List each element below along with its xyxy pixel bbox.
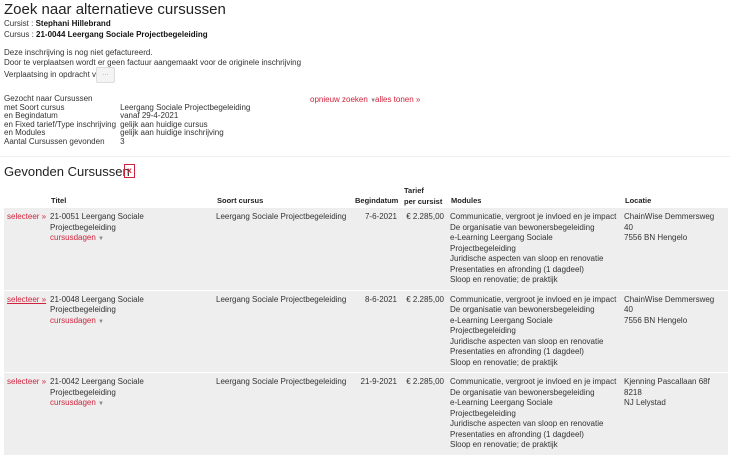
cursist-label: Cursist :	[4, 19, 34, 28]
col-locatie: Locatie	[625, 196, 652, 205]
col-titel: Titel	[51, 196, 67, 205]
caret-down-icon: ▼	[98, 236, 104, 242]
summary-key: en Fixed tarief/Type inschrijving	[4, 119, 117, 129]
col-tarief-line1: Tarief	[404, 186, 424, 195]
col-soort: Soort cursus	[217, 196, 264, 205]
cursusdagen-label: cursusdagen	[50, 398, 96, 407]
cursusdagen-toggle[interactable]: cursusdagen ▼	[50, 398, 210, 410]
cursist-name: Stephani Hillebrand	[35, 19, 111, 28]
modules-cell: Communicatie, vergroot je invloed en je …	[447, 208, 621, 290]
soort-cell: Leergang Sociale Projectbegeleiding	[213, 373, 350, 455]
caret-down-icon: ▼	[98, 401, 104, 407]
summary-key: en Begindatum	[4, 111, 58, 121]
selecteer-link[interactable]: selecteer »	[4, 373, 47, 455]
summary-value: gelijk aan huidige cursus	[120, 119, 208, 129]
caret-down-icon: ▼	[98, 318, 104, 325]
col-tarief-line2: per cursist	[404, 197, 443, 206]
col-modules: Modules	[451, 196, 482, 205]
cursist-line: Cursist : Stephani Hillebrand	[4, 19, 111, 28]
begindatum-cell: 21-9-2021	[350, 373, 400, 455]
locatie-cell: ChainWise Demmersweg 40 7556 BN Hengelo	[621, 208, 728, 290]
begindatum-cell: 7-6-2021	[350, 208, 400, 290]
cursusdagen-label: cursusdagen	[50, 233, 96, 242]
results-table: selecteer » 21-0051 Leergang Sociale Pro…	[4, 207, 728, 456]
table-row: selecteer » 21-0051 Leergang Sociale Pro…	[4, 208, 728, 290]
modules-cell: Communicatie, vergroot je invloed en je …	[447, 373, 621, 455]
col-begindatum: Begindatum	[355, 196, 399, 205]
summary-value: 3	[120, 136, 125, 146]
opdracht-label: Verplaatsing in opdracht van:	[4, 70, 108, 79]
alles-tonen-link[interactable]: alles tonen »	[375, 95, 421, 104]
tarief-cell: € 2.285,00	[400, 208, 447, 290]
summary-key: Gezocht naar Cursussen	[4, 94, 93, 103]
tarief-cell: € 2.285,00	[400, 373, 447, 455]
begindatum-cell: 8-6-2021	[350, 290, 400, 372]
table-row: selecteer » 21-0048 Leergang Sociale Pro…	[4, 290, 728, 372]
summary-key: met Soort cursus	[4, 102, 65, 112]
cursusdagen-toggle[interactable]: cursusdagen ▼	[50, 316, 210, 328]
excel-export-icon[interactable]: x	[124, 164, 135, 178]
locatie-cell: ChainWise Demmersweg 40 7556 BN Hengelo	[621, 290, 728, 372]
titel-cell: 21-0048 Leergang Sociale Projectbegeleid…	[47, 290, 213, 372]
notice-invoiced: Deze inschrijving is nog niet gefacturee…	[4, 48, 153, 57]
divider	[0, 156, 730, 157]
col-tarief: Tarief per cursist	[404, 186, 442, 206]
summary-row: en Modules gelijk aan huidige inschrijvin…	[4, 129, 254, 138]
cursus-line: Cursus : 21-0044 Leergang Sociale Projec…	[4, 30, 208, 39]
locatie-cell: Kjenning Pascallaan 68f 8218 NJ Lelystad	[621, 373, 728, 455]
titel: 21-0051 Leergang Sociale Projectbegeleid…	[50, 212, 144, 232]
opnieuw-zoeken-label: opnieuw zoeken	[310, 95, 368, 104]
titel: 21-0042 Leergang Sociale Projectbegeleid…	[50, 377, 144, 397]
tarief-cell: € 2.285,00	[400, 290, 447, 372]
results-heading: Gevonden Cursussen	[4, 164, 130, 179]
selecteer-link[interactable]: selecteer »	[4, 208, 47, 290]
cursusdagen-toggle[interactable]: cursusdagen ▼	[50, 233, 210, 245]
cursusdagen-label: cursusdagen	[50, 315, 96, 325]
opdracht-select-button[interactable]: ...	[96, 67, 115, 83]
summary-row: Aantal Cursussen gevonden 3	[4, 136, 254, 147]
summary-key: Aantal Cursussen gevonden	[4, 136, 105, 146]
search-summary: Gezocht naar Cursussen met Soort cursus Le…	[4, 94, 254, 147]
cursus-label: Cursus :	[4, 30, 34, 39]
notice-move: Door te verplaatsen wordt er geen factuu…	[4, 58, 302, 67]
titel-cell: 21-0042 Leergang Sociale Projectbegeleid…	[47, 373, 213, 455]
summary-key: en Modules	[4, 128, 46, 138]
page-title: Zoek naar alternatieve cursussen	[4, 1, 226, 18]
summary-row: en Fixed tarief/Type inschrijving gelijk …	[4, 119, 254, 130]
opnieuw-zoeken-link[interactable]: opnieuw zoeken ▼	[310, 95, 376, 104]
summary-value: Leergang Sociale Projectbegeleiding	[120, 102, 251, 112]
selecteer-link[interactable]: selecteer »	[4, 290, 47, 372]
summary-row: en Begindatum vanaf 29-4-2021	[4, 112, 254, 121]
cursus-name: 21-0044 Leergang Sociale Projectbegeleid…	[36, 30, 208, 39]
summary-row: met Soort cursus Leergang Sociale Project…	[4, 102, 254, 113]
titel-cell: 21-0051 Leergang Sociale Projectbegeleid…	[47, 208, 213, 290]
soort-cell: Leergang Sociale Projectbegeleiding	[213, 290, 350, 372]
summary-row: Gezocht naar Cursussen	[4, 94, 254, 104]
caret-down-icon: ▼	[370, 98, 377, 104]
summary-value: vanaf 29-4-2021	[120, 111, 179, 121]
soort-cell: Leergang Sociale Projectbegeleiding	[213, 208, 350, 290]
summary-value: gelijk aan huidige inschrijving	[120, 128, 224, 138]
table-row: selecteer » 21-0042 Leergang Sociale Pro…	[4, 373, 728, 455]
titel: 21-0048 Leergang Sociale Projectbegeleid…	[50, 294, 144, 315]
modules-cell: Communicatie, vergroot je invloed en je …	[447, 290, 621, 372]
